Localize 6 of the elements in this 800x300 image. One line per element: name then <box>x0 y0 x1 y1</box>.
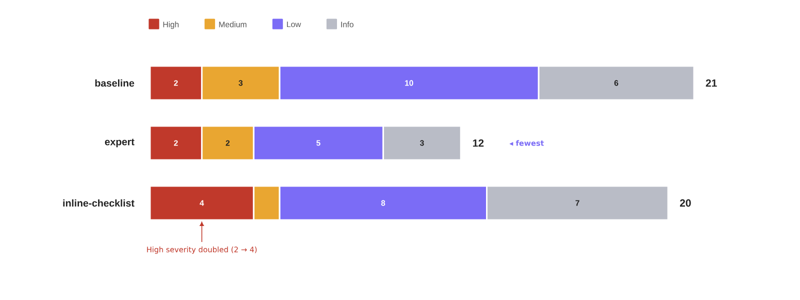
y-tick-label: expert <box>104 138 134 148</box>
y-tick-label: baseline <box>95 79 134 87</box>
total-label: 20 <box>680 199 691 207</box>
total-label: 21 <box>706 79 717 87</box>
y-tick-label: inline-checklist <box>63 199 134 207</box>
total-label: 12 <box>473 139 484 147</box>
